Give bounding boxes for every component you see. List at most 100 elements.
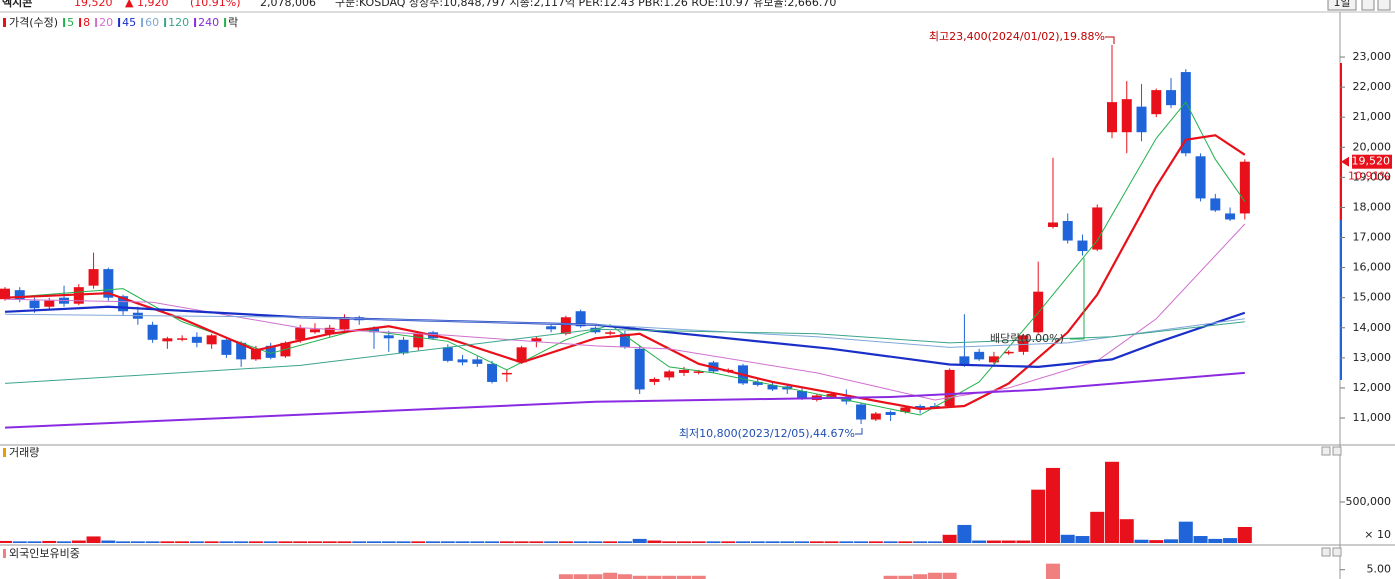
panel-button[interactable] [1332, 446, 1342, 456]
annotation-arrow [1070, 258, 1085, 340]
volume-bar [101, 540, 116, 543]
candle-body [678, 369, 689, 373]
volume-bar [367, 541, 381, 543]
candle-body [1166, 90, 1177, 106]
y-tick-label: 500,000 [1346, 495, 1392, 508]
volume-bar [145, 541, 160, 543]
candle-body [0, 288, 10, 300]
candle-body [413, 333, 424, 348]
candle-body [309, 329, 320, 333]
volume-bar [1208, 538, 1223, 543]
volume-bar [721, 541, 736, 543]
volume-bar [573, 541, 588, 543]
volume-bar [529, 541, 544, 543]
y-tick-label: 5.00 [1367, 563, 1392, 576]
ownership-bar [632, 575, 647, 579]
candle-body [265, 345, 276, 358]
candle-body [752, 381, 763, 385]
volume-bar [795, 541, 810, 543]
candle-body [516, 347, 527, 363]
stock-info: 구분:KOSDAQ 상장주:10,848,797 시총:2,117억 PER:1… [335, 0, 836, 9]
candle-body [1003, 351, 1014, 354]
y-tick-label: 22,000 [1353, 80, 1392, 93]
candle-body [295, 327, 306, 340]
minimize-button[interactable] [1361, 0, 1375, 11]
annotation: 배당락(0.00%) [990, 332, 1064, 345]
ownership-bar [662, 575, 677, 579]
legend-swatch [194, 18, 197, 27]
volume-bar [632, 538, 647, 543]
volume-bar [736, 541, 750, 543]
candle-body [118, 296, 129, 312]
panel-button[interactable] [1321, 446, 1331, 456]
volume-bar [972, 540, 987, 543]
period-label[interactable]: 1일 [1333, 0, 1350, 9]
y-tick-label: 18,000 [1353, 200, 1392, 213]
panel-button[interactable] [1321, 547, 1331, 557]
legend-label: 20 [99, 16, 113, 29]
candle-body [649, 378, 660, 382]
candle-body [29, 300, 40, 309]
volume-bar [662, 541, 677, 543]
volume-bar [426, 541, 441, 543]
candle-body [191, 336, 202, 343]
volume-bar [219, 541, 234, 543]
y-tick-label: 12,000 [1353, 381, 1392, 394]
ownership-bar [588, 574, 603, 579]
legend-label: 8 [83, 16, 90, 29]
volume-bar [603, 541, 618, 543]
volume-bar [116, 541, 131, 543]
candle-body [826, 393, 837, 397]
price-tag [1352, 154, 1392, 169]
candle-body [177, 338, 188, 340]
candle-body [870, 413, 881, 420]
volume-bar [470, 541, 485, 543]
plot [0, 44, 1250, 429]
candle-body [44, 300, 55, 307]
volume-bar [175, 541, 190, 543]
volume-total: 2,078,006 [260, 0, 316, 9]
volume-bar [411, 541, 426, 543]
candle-body [605, 332, 616, 334]
annotation-arrow [855, 428, 863, 435]
ownership-bar [558, 574, 573, 579]
volume-bar [57, 541, 72, 543]
legend-label: 락 [228, 16, 238, 29]
volume-bar [514, 541, 529, 543]
ownership-bar [617, 574, 632, 579]
legend-swatch [79, 18, 82, 27]
volume-bar [750, 541, 765, 543]
legend-label: 240 [198, 16, 219, 29]
candle-body [369, 327, 379, 333]
ma-line [4, 134, 1246, 411]
candle-body [900, 407, 911, 413]
volume-bar [1090, 511, 1105, 543]
ownership-bar [647, 575, 662, 579]
volume-bar [1001, 540, 1016, 543]
candle-body [1210, 198, 1221, 211]
volume-bar [160, 541, 175, 543]
annotation: 최고23,400(2024/01/02),19.88% [929, 30, 1105, 43]
candle-body [1180, 72, 1191, 154]
legend-label: 45 [122, 16, 136, 29]
y-tick-label: 11,000 [1353, 411, 1392, 424]
panel-button[interactable] [1332, 547, 1342, 557]
volume-bar [204, 541, 219, 543]
volume-bar [42, 540, 57, 543]
volume-bar [544, 541, 559, 543]
restore-button[interactable] [1377, 0, 1391, 11]
volume-bar [234, 541, 249, 543]
volume-bar [986, 540, 1001, 543]
volume-bar [12, 541, 27, 543]
candle-body [1151, 90, 1162, 115]
period-button[interactable] [1327, 0, 1357, 11]
volume-bar [942, 534, 957, 543]
volume-bar [1237, 527, 1252, 543]
candle-body [841, 396, 852, 402]
candle-body [546, 326, 557, 330]
volume-bar [322, 541, 337, 543]
volume-bar [0, 540, 12, 543]
volume-bar [71, 540, 86, 543]
ma-line [4, 305, 1246, 368]
